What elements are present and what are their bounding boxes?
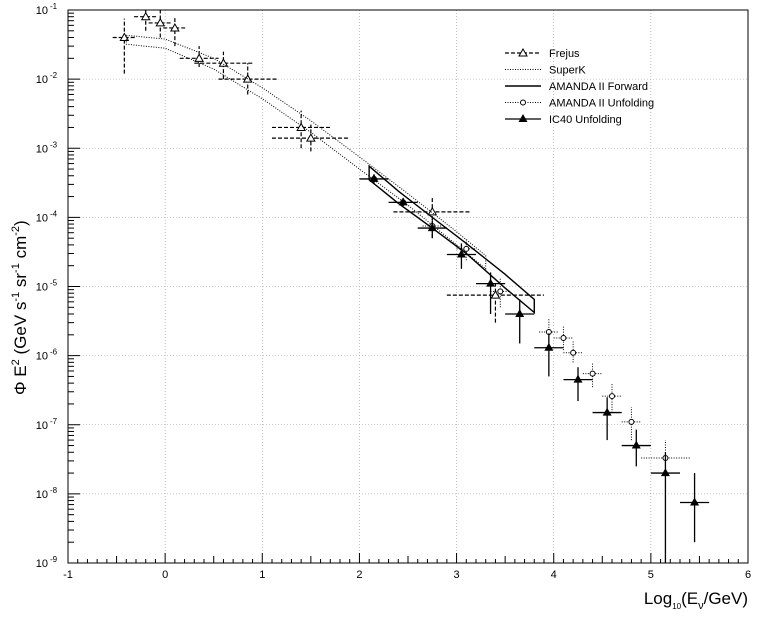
- x-tick-label: 2: [356, 569, 362, 581]
- y-tick-label: 10: [36, 282, 48, 294]
- filled-triangle-marker: [660, 468, 670, 477]
- open-triangle-marker: [155, 17, 166, 27]
- filled-triangle-marker: [690, 497, 700, 506]
- open-triangle-marker: [518, 47, 528, 57]
- open-circle-marker: [497, 288, 504, 295]
- open-circle-marker: [560, 334, 567, 341]
- y-tick-label: 10: [36, 143, 48, 155]
- open-triangle-marker: [296, 122, 307, 131]
- open-circle-marker: [463, 245, 470, 252]
- legend-label: Frejus: [549, 48, 580, 60]
- legend-item: IC40 Unfolding: [505, 114, 622, 126]
- legend-item: AMANDA II Unfolding: [505, 98, 654, 110]
- y-tick-label: 10: [36, 212, 48, 224]
- y-tick-exponent: -7: [50, 417, 58, 426]
- filled-triangle-marker: [427, 223, 437, 232]
- series-superk: [125, 34, 487, 270]
- x-tick-label: -1: [63, 569, 73, 581]
- open-circle-marker: [609, 393, 615, 400]
- x-axis-label: Log10(Eν/GeV): [644, 589, 748, 612]
- filled-triangle-marker: [631, 440, 641, 449]
- y-axis-label: Φ E2 (GeV s-1 sr-1 cm-2): [10, 220, 30, 395]
- filled-triangle-marker: [369, 173, 379, 182]
- plot-area: [112, 10, 710, 563]
- y-tick-exponent: -8: [50, 486, 58, 495]
- open-triangle-marker: [305, 133, 316, 142]
- y-tick-label: 10: [36, 420, 48, 432]
- series-frejus: [112, 10, 544, 323]
- legend: Frejus SuperK AMANDA II Forward AMANDA II U…: [505, 47, 654, 126]
- y-tick-label: 10: [36, 558, 48, 570]
- y-tick-exponent: -2: [50, 71, 58, 80]
- legend-label: IC40 Unfolding: [549, 114, 622, 126]
- filled-triangle-marker: [518, 114, 528, 122]
- band-outline: [125, 34, 487, 270]
- y-tick-exponent: -5: [50, 279, 58, 288]
- open-circle-marker: [589, 370, 596, 377]
- filled-triangle-marker: [573, 374, 583, 383]
- open-triangle-marker: [140, 11, 151, 21]
- y-tick-label: 10: [36, 74, 48, 86]
- x-tick-label: 6: [745, 569, 751, 581]
- open-triangle-marker: [490, 290, 501, 299]
- y-tick-label: 10: [36, 5, 48, 17]
- filled-triangle-marker: [515, 309, 525, 318]
- filled-triangle-marker: [398, 197, 408, 206]
- y-tick-label: 10: [36, 489, 48, 501]
- x-tick-label: 3: [454, 569, 460, 581]
- x-tick-label: 1: [259, 569, 265, 581]
- filled-triangle-marker: [486, 278, 496, 287]
- x-tick-label: 4: [551, 569, 557, 581]
- series-ic40-unfolding: [359, 173, 710, 563]
- legend-item: Frejus: [505, 47, 580, 60]
- legend-item: SuperK: [505, 65, 586, 77]
- y-tick-exponent: -1: [50, 2, 58, 11]
- open-triangle-marker: [427, 206, 438, 216]
- open-circle-marker: [570, 349, 577, 356]
- legend-item: AMANDA II Forward: [505, 81, 648, 93]
- legend-label: AMANDA II Unfolding: [549, 98, 654, 110]
- filled-triangle-marker: [544, 342, 554, 351]
- open-circle-marker: [520, 99, 526, 106]
- y-tick-exponent: -9: [50, 555, 58, 564]
- filled-triangle-marker: [602, 407, 612, 416]
- axis-ticks: -1 0 1 2 3 4 5 610-910-810-710-610-510-410 -310-…: [36, 2, 751, 581]
- open-circle-marker: [628, 418, 635, 425]
- x-tick-label: 0: [162, 569, 168, 581]
- legend-label: AMANDA II Forward: [549, 81, 648, 93]
- x-tick-label: 5: [648, 569, 654, 581]
- y-tick-label: 10: [36, 351, 48, 363]
- open-triangle-marker: [194, 53, 205, 62]
- y-tick-exponent: -6: [50, 348, 58, 357]
- y-tick-exponent: -3: [50, 140, 58, 149]
- filled-triangle-marker: [456, 249, 466, 258]
- y-tick-exponent: -4: [50, 209, 58, 218]
- open-triangle-marker: [169, 22, 180, 32]
- legend-label: SuperK: [549, 65, 586, 77]
